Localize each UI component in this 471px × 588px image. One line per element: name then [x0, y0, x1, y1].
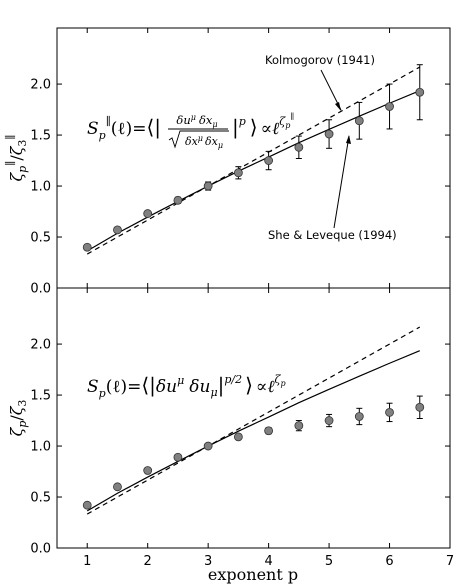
kolmogorov-line — [86, 66, 421, 255]
data-point — [324, 416, 334, 425]
data-point — [143, 209, 153, 218]
she-leveque-arrowhead — [346, 135, 351, 144]
svg-text:|p⟩∝ℓζp∥: |p ⟩ ∝ℓζp∥ — [232, 112, 294, 140]
bottom-y-tick-label: 1.5 — [30, 389, 51, 404]
data-point — [143, 466, 153, 475]
kolmogorov-annotation: Kolmogorov (1941) — [265, 53, 375, 67]
kolmogorov-arrowhead — [335, 102, 341, 111]
data-point — [324, 129, 334, 139]
x-tick-label: 2 — [144, 554, 152, 569]
top-y-axis: 0.0 0.5 1.0 1.5 2.0 — [30, 28, 451, 297]
data-point — [203, 181, 213, 191]
top-formula: Sp∥(ℓ)=⟨| δuμ δxμ δxμ δxμ |p ⟩ ∝ℓζp∥ — [87, 112, 294, 150]
x-axis-label: exponent p — [208, 565, 298, 584]
data-point — [264, 426, 274, 436]
top-plot-frame — [56, 27, 451, 289]
data-point — [354, 412, 364, 421]
data-point — [173, 195, 183, 205]
data-point — [233, 432, 243, 442]
top-y-axis-label: ζp∥/ζ3∥ — [4, 135, 29, 182]
data-point — [113, 225, 122, 235]
top-y-tick-label: 1.5 — [30, 129, 51, 144]
she-leveque-line — [86, 90, 420, 252]
svg-text:Sp∥(ℓ)=⟨|: Sp∥(ℓ)=⟨| — [87, 115, 161, 142]
x-tick-label: 4 — [264, 554, 272, 569]
data-point — [264, 156, 274, 165]
data-point — [415, 402, 425, 412]
x-tick-label: 1 — [83, 554, 91, 569]
top-y-tick-label: 1.0 — [30, 180, 51, 195]
top-plot-area — [82, 64, 425, 255]
bottom-plot-area — [82, 326, 425, 515]
kolmogorov-line — [86, 326, 421, 515]
data-point — [173, 452, 183, 462]
data-point — [294, 421, 304, 431]
x-tick-label: 5 — [325, 554, 333, 569]
bottom-panel: 0.0 0.5 1.0 1.5 2.0 1 2 3 4 5 6 7 ζp/ζ3 exponent p… — [7, 287, 454, 584]
bottom-x-axis: 1 2 3 4 5 6 7 — [83, 288, 454, 569]
x-tick-label: 7 — [446, 554, 454, 569]
bottom-y-tick-label: 0.5 — [30, 491, 51, 506]
she-leveque-arrow — [333, 135, 350, 229]
data-point — [385, 407, 394, 417]
x-tick-label: 6 — [385, 554, 393, 569]
bottom-y-tick-label: 1.0 — [30, 440, 51, 455]
bottom-y-tick-label: 0.0 — [30, 542, 51, 557]
data-point — [82, 242, 92, 252]
data-point — [385, 102, 394, 111]
she-leveque-annotation: She & Leveque (1994) — [268, 228, 397, 242]
data-point — [415, 87, 425, 97]
data-point — [294, 142, 304, 152]
she-leveque-line — [86, 350, 420, 512]
data-point — [203, 441, 213, 451]
bottom-y-axis-label: ζp/ζ3 — [7, 400, 29, 437]
top-y-tick-label: 0.5 — [30, 231, 51, 246]
data-point — [82, 500, 92, 510]
data-point — [113, 482, 122, 492]
data-point — [354, 116, 364, 126]
top-y-tick-label: 2.0 — [30, 78, 51, 93]
data-point — [233, 168, 243, 178]
bottom-plot-frame — [56, 287, 451, 549]
top-panel: 0.0 0.5 1.0 1.5 2.0 ζp∥/ζ3∥ Sp∥(ℓ)=⟨| δuμ δxμ… — [4, 27, 451, 297]
top-y-tick-label: 0.0 — [30, 282, 51, 297]
bottom-formula: Sp(ℓ)=⟨|δuμ δuμ|p/2 ⟩ ∝ℓζp — [87, 373, 286, 400]
x-tick-label: 3 — [204, 554, 212, 569]
bottom-y-axis: 0.0 0.5 1.0 1.5 2.0 — [30, 338, 450, 557]
bottom-y-tick-label: 2.0 — [30, 338, 51, 353]
